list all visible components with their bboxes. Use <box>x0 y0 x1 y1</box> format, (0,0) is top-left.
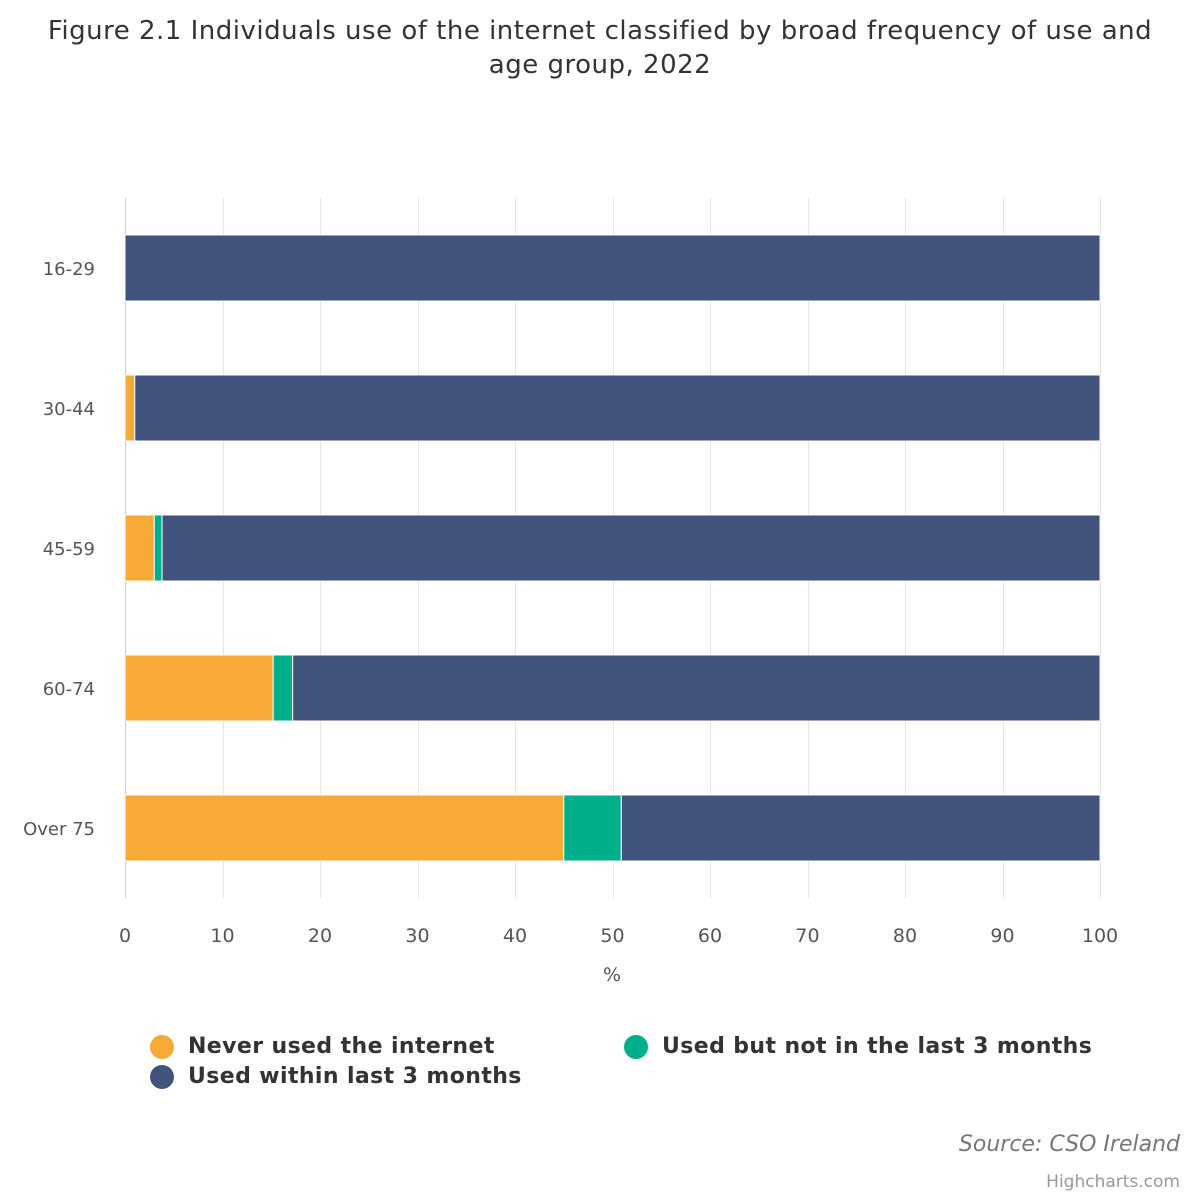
x-tick-label: 30 <box>405 925 429 947</box>
bar-segment[interactable] <box>153 514 163 582</box>
x-tick-label: 60 <box>698 925 722 947</box>
bar-segment[interactable] <box>292 654 1101 722</box>
x-tick-label: 70 <box>795 925 819 947</box>
y-category-label: Over 75 <box>23 819 95 840</box>
value-axis: 0 10 20 30 40 50 60 70 80 90 100 <box>119 925 1118 947</box>
bar-segment[interactable] <box>124 234 1101 302</box>
y-category-label: 30-44 <box>43 399 95 420</box>
bars <box>124 234 1101 862</box>
x-tick-label: 40 <box>503 925 527 947</box>
legend-label: Never used the internet <box>188 1034 495 1059</box>
chart-title: Figure 2.1 Individuals use of the intern… <box>47 16 1153 80</box>
category-axis: 16-29 30-44 45-59 60-74 Over 75 <box>23 259 95 840</box>
bar-segment[interactable] <box>124 514 155 582</box>
y-category-label: 60-74 <box>43 679 95 700</box>
bar-segment[interactable] <box>124 654 274 722</box>
x-tick-label: 80 <box>893 925 917 947</box>
credits-link[interactable]: Highcharts.com <box>1046 1172 1180 1192</box>
legend-marker <box>150 1034 174 1059</box>
legend-item-used-within-3-months[interactable]: Used within last 3 months <box>150 1064 522 1089</box>
x-tick-label: 50 <box>600 925 624 947</box>
x-axis-title: % <box>603 964 621 986</box>
source-note: Source: CSO Ireland <box>958 1132 1180 1157</box>
legend-item-used-not-last-3-months[interactable]: Used but not in the last 3 months <box>624 1034 1092 1059</box>
legend-label: Used within last 3 months <box>188 1064 522 1089</box>
legend-label: Used but not in the last 3 months <box>662 1034 1093 1059</box>
bar-segment[interactable] <box>161 514 1101 582</box>
x-tick-label: 0 <box>119 925 131 947</box>
bar-segment[interactable] <box>124 374 136 442</box>
bar-segment[interactable] <box>272 654 294 722</box>
legend-marker <box>624 1034 648 1059</box>
bar-segment[interactable] <box>620 794 1101 862</box>
y-category-label: 16-29 <box>43 259 95 280</box>
legend-marker <box>150 1064 174 1089</box>
bar-segment[interactable] <box>124 794 565 862</box>
x-tick-label: 20 <box>308 925 332 947</box>
y-category-label: 45-59 <box>43 539 95 560</box>
x-tick-label: 100 <box>1082 925 1118 947</box>
legend-item-never-used[interactable]: Never used the internet <box>150 1034 495 1059</box>
bar-segment[interactable] <box>134 374 1101 442</box>
bar-segment[interactable] <box>563 794 622 862</box>
x-tick-label: 10 <box>210 925 234 947</box>
x-tick-label: 90 <box>990 925 1014 947</box>
